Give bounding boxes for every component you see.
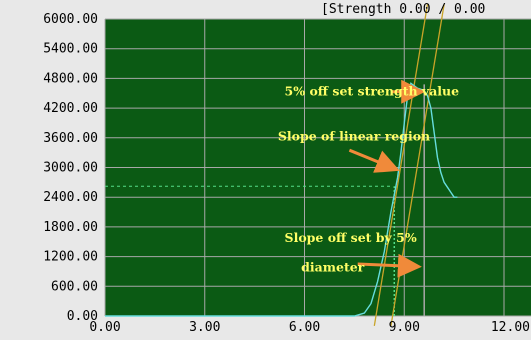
x-tick-label: 3.00 bbox=[189, 320, 220, 335]
y-tick-label: 6000.00 bbox=[43, 12, 98, 27]
tick-layer: 0.00 600.00 1200.00 1800.00 2400.00 3000.00 36… bbox=[43, 12, 530, 335]
x-tick-label: 6.00 bbox=[289, 320, 320, 335]
annotation-label: Slope of linear region bbox=[278, 128, 430, 143]
annotation-label: Slope off set by 5% bbox=[285, 230, 417, 245]
y-tick-label: 4200.00 bbox=[43, 101, 98, 116]
grid-lines bbox=[104, 18, 531, 317]
y-tick-label: 1800.00 bbox=[43, 220, 98, 235]
arrow-layer bbox=[348, 79, 426, 278]
annotation-arrow bbox=[357, 253, 422, 278]
annotation-layer: 5% off set strength value Slope of linear… bbox=[278, 84, 459, 275]
annotation-label: diameter bbox=[301, 259, 364, 274]
y-tick-label: 2400.00 bbox=[43, 190, 98, 205]
y-tick-label: 3600.00 bbox=[43, 131, 98, 146]
y-tick-label: 1200.00 bbox=[43, 250, 98, 265]
slope-line bbox=[373, 4, 429, 327]
annotation-label: 5% off set strength value bbox=[285, 84, 460, 99]
chart-header: [Strength 0.00 / 0.00 bbox=[321, 2, 485, 17]
y-tick-label: 5400.00 bbox=[43, 42, 98, 57]
x-tick-label: 12.00 bbox=[491, 320, 530, 335]
annotation-arrow bbox=[348, 148, 400, 173]
y-tick-label: 4800.00 bbox=[43, 71, 98, 86]
y-tick-label: 0.00 bbox=[67, 309, 98, 324]
x-tick-label: 9.00 bbox=[389, 320, 420, 335]
x-tick-label: 0.00 bbox=[89, 320, 120, 335]
y-tick-label: 600.00 bbox=[51, 279, 98, 294]
y-tick-label: 3000.00 bbox=[43, 161, 98, 176]
